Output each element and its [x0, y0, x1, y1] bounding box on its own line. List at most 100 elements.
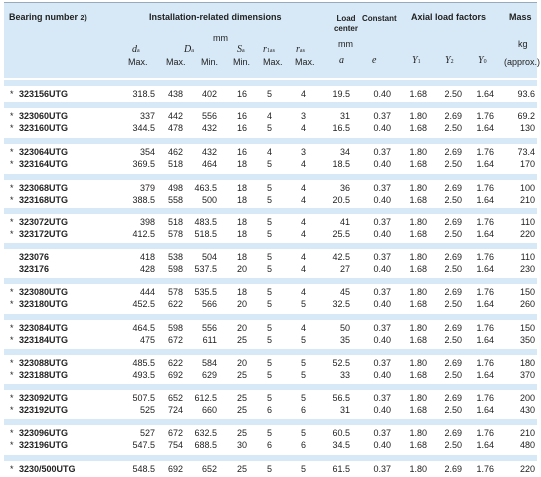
- table-row: * 323168UTG 388.5 558 500 18 5 4 20.5 0.40 1.68 2.5…: [4, 194, 537, 206]
- cell-Da-min: 584: [201, 358, 217, 368]
- cell-Y1: 1.68: [409, 123, 427, 133]
- cell-ras-max: 3: [300, 147, 306, 157]
- cell-Y0: 1.76: [476, 183, 494, 193]
- cell-Y2: 2.69: [444, 464, 462, 474]
- installation-heading: Installation-related dimensions: [149, 12, 282, 22]
- bearing-designation: 323176: [19, 264, 50, 274]
- bearing-designation: 323184UTG: [19, 335, 69, 345]
- cell-Sa-min: 18: [236, 183, 247, 193]
- cell-da-max: 428: [139, 264, 155, 274]
- cell-mass: 370: [519, 370, 535, 380]
- cell-Y0: 1.64: [476, 195, 494, 205]
- cell-mass: 260: [519, 299, 535, 309]
- cell-Da-min: 629: [201, 370, 217, 380]
- cell-da-max: 444: [139, 287, 155, 297]
- cell-ras-max: 4: [300, 195, 306, 205]
- cell-ras-max: 4: [300, 217, 306, 227]
- cell-Sa-min: 25: [236, 335, 247, 345]
- cell-Da-max: 442: [167, 111, 183, 121]
- cell-r1as-max: 5: [266, 370, 272, 380]
- cell-da-max: 475: [139, 335, 155, 345]
- cell-r1as-max: 5: [266, 89, 272, 99]
- table-row: * 323192UTG 525 724 660 25 6 6 31 0.40 1.68 2.50 1.6…: [4, 404, 537, 416]
- cell-Y0: 1.64: [476, 123, 494, 133]
- cell-Y2: 2.69: [444, 393, 462, 403]
- row-star: *: [10, 440, 14, 450]
- cell-constant-e: 0.40: [373, 405, 391, 415]
- row-star: *: [10, 287, 14, 297]
- cell-load-center: 34.5: [332, 440, 350, 450]
- mass-approx-label: (approx.): [504, 57, 541, 67]
- cell-Y0: 1.64: [476, 405, 494, 415]
- cell-Y1: 1.68: [409, 370, 427, 380]
- cell-Da-min: 464: [201, 159, 217, 169]
- cell-constant-e: 0.37: [373, 217, 391, 227]
- row-star: *: [10, 323, 14, 333]
- cell-r1as-max: 5: [266, 252, 272, 262]
- bearing-designation: 323192UTG: [19, 405, 69, 415]
- cell-mass: 220: [519, 464, 535, 474]
- row-star: *: [10, 464, 14, 474]
- row-star: *: [10, 335, 14, 345]
- cell-da-max: 464.5: [132, 323, 155, 333]
- cell-mass: 220: [519, 229, 535, 239]
- cell-mass: 170: [519, 159, 535, 169]
- table-row: * 323084UTG 464.5 598 556 20 5 4 50 0.37 1.80 2.69 1…: [4, 322, 537, 334]
- cell-Sa-min: 20: [236, 358, 247, 368]
- row-star: *: [10, 159, 14, 169]
- col-Da-max-label: Max.: [166, 57, 186, 67]
- cell-da-max: 379: [139, 183, 155, 193]
- cell-Y0: 1.64: [476, 264, 494, 274]
- cell-mass: 93.6: [517, 89, 535, 99]
- cell-mass: 150: [519, 287, 535, 297]
- cell-Da-min: 652: [201, 464, 217, 474]
- col-e-symbol: e: [372, 55, 377, 66]
- cell-mass: 180: [519, 358, 535, 368]
- cell-Da-min: 504: [201, 252, 217, 262]
- cell-Da-min: 566: [201, 299, 217, 309]
- cell-load-center: 42.5: [332, 252, 350, 262]
- cell-load-center: 35: [339, 335, 350, 345]
- cell-mass: 210: [519, 428, 535, 438]
- cell-r1as-max: 5: [266, 323, 272, 333]
- cell-load-center: 33: [339, 370, 350, 380]
- cell-Y1: 1.80: [409, 252, 427, 262]
- cell-ras-max: 6: [300, 440, 306, 450]
- cell-constant-e: 0.40: [373, 89, 391, 99]
- cell-constant-e: 0.37: [373, 252, 391, 262]
- cell-mass: 110: [520, 217, 535, 227]
- cell-Y2: 2.50: [444, 299, 462, 309]
- cell-r1as-max: 4: [266, 111, 272, 121]
- cell-mass: 100: [519, 183, 535, 193]
- cell-r1as-max: 5: [266, 159, 272, 169]
- row-star: *: [10, 405, 14, 415]
- cell-load-center: 45: [339, 287, 350, 297]
- cell-Da-max: 622: [167, 358, 183, 368]
- cell-load-center: 19.5: [332, 89, 350, 99]
- cell-da-max: 354: [139, 147, 155, 157]
- group-separator: [4, 349, 537, 355]
- cell-Y2: 2.69: [444, 323, 462, 333]
- cell-Da-max: 578: [167, 229, 183, 239]
- cell-Y0: 1.76: [476, 428, 494, 438]
- cell-load-center: 61.5: [332, 464, 350, 474]
- cell-constant-e: 0.40: [373, 229, 391, 239]
- cell-Y1: 1.68: [409, 405, 427, 415]
- table-row: * 323196UTG 547.5 754 688.5 30 6 6 34.5 0.40 1.68 2…: [4, 439, 537, 451]
- cell-Y0: 1.76: [476, 287, 494, 297]
- cell-ras-max: 4: [300, 89, 306, 99]
- table-row: * 323088UTG 485.5 622 584 20 5 5 52.5 0.37 1.80 2.6…: [4, 357, 537, 369]
- col-ras-symbol: ras: [296, 44, 305, 55]
- cell-Da-max: 598: [167, 323, 183, 333]
- cell-constant-e: 0.37: [373, 428, 391, 438]
- bearing-designation: 323164UTG: [19, 159, 69, 169]
- col-Sa-min-label: Min.: [233, 57, 251, 67]
- cell-Da-min: 688.5: [194, 440, 217, 450]
- cell-Sa-min: 20: [236, 264, 247, 274]
- cell-Y2: 2.69: [444, 252, 462, 262]
- table-row: * 323068UTG 379 498 463.5 18 5 4 36 0.37 1.80 2.69 1…: [4, 182, 537, 194]
- cell-load-center: 32.5: [332, 299, 350, 309]
- bearing-number-heading: Bearing number 2): [9, 12, 87, 22]
- cell-r1as-max: 5: [266, 335, 272, 345]
- cell-load-center: 31: [339, 405, 350, 415]
